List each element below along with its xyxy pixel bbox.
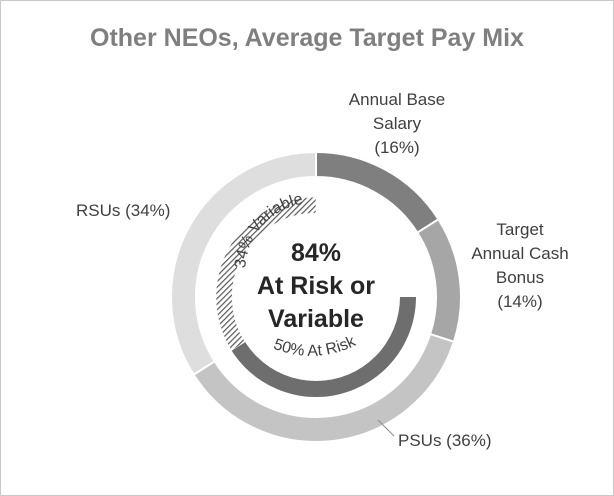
label-annual-base-salary: Annual Base Salary (16%) — [348, 90, 446, 157]
label-rsus: RSUs (34%) — [76, 201, 171, 220]
chart-title: Other NEOs, Average Target Pay Mix — [90, 24, 524, 52]
label-psus: PSUs (36%) — [398, 431, 492, 450]
center-text-line-2: At Risk or — [257, 272, 375, 300]
center-text-line-1: 84% — [291, 239, 341, 267]
psus-leader-line — [377, 419, 395, 437]
inner-label-at-risk: 50% At Risk — [271, 333, 359, 360]
inner-slice-50-at-risk — [216, 297, 416, 397]
outer-ring — [170, 150, 462, 443]
center-text-line-3: Variable — [268, 305, 364, 333]
inner-slice-34-variable — [215, 196, 317, 351]
outer-slice-annual-base-salary — [315, 150, 440, 235]
label-target-annual-cash-bonus: Target Annual Cash Bonus (14%) — [471, 220, 569, 311]
outer-slice-target-annual-cash-bonus — [415, 217, 462, 344]
outer-slice-rsus — [170, 150, 317, 377]
inner-ring — [215, 196, 416, 397]
